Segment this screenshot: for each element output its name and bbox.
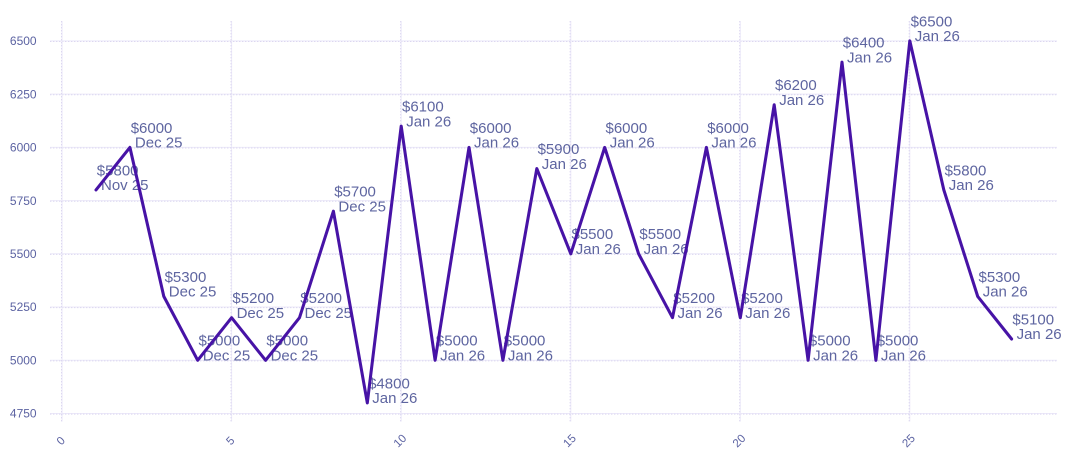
svg-text:5500: 5500 — [10, 247, 37, 261]
svg-text:0: 0 — [55, 435, 68, 448]
svg-text:20: 20 — [731, 433, 749, 451]
svg-text:6500: 6500 — [10, 34, 37, 48]
svg-text:5: 5 — [224, 435, 237, 448]
svg-text:4750: 4750 — [10, 407, 37, 421]
svg-text:5750: 5750 — [10, 194, 37, 208]
svg-text:15: 15 — [561, 433, 579, 451]
svg-text:25: 25 — [900, 433, 918, 451]
svg-text:10: 10 — [392, 433, 410, 451]
svg-text:6250: 6250 — [10, 87, 37, 101]
svg-text:5000: 5000 — [10, 354, 37, 368]
svg-text:5250: 5250 — [10, 300, 37, 314]
svg-text:6000: 6000 — [10, 141, 37, 155]
